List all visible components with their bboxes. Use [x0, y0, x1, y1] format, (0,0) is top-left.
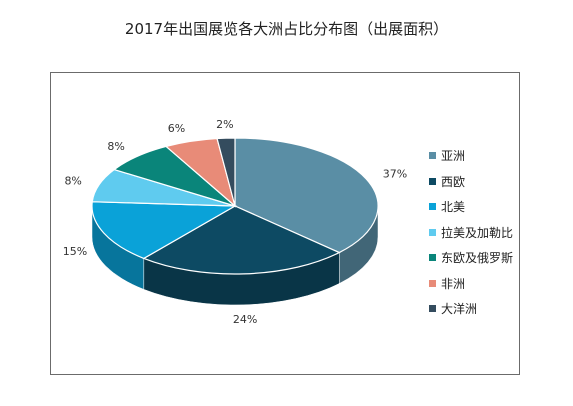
legend-label: 大洋洲: [441, 302, 478, 317]
legend-item-east-europe-russia: 东欧及俄罗斯: [429, 245, 513, 271]
data-label-north-america: 15%: [63, 245, 87, 258]
legend-swatch: [429, 254, 436, 262]
legend-swatch: [429, 152, 436, 160]
legend-item-north-america: 北美: [429, 194, 513, 220]
legend: 亚洲 西欧 北美 拉美及加勒比 东欧及俄罗斯 非洲 大洋洲: [429, 143, 513, 322]
slice-oceania: [216, 137, 236, 207]
data-label-west-europe: 24%: [233, 313, 257, 326]
legend-swatch: [429, 279, 436, 287]
data-label-oceania: 2%: [216, 118, 233, 131]
legend-item-oceania: 大洋洲: [429, 296, 513, 322]
data-label-africa: 6%: [168, 122, 185, 135]
legend-label: 北美: [441, 200, 466, 215]
data-label-latin-america: 8%: [64, 175, 81, 188]
chart-frame: [50, 72, 520, 375]
chart-title: 2017年出国展览各大洲占比分布图（出展面积）: [124, 20, 449, 38]
data-label-east-europe-russia: 8%: [107, 140, 124, 153]
legend-swatch: [429, 203, 436, 211]
legend-label: 东欧及俄罗斯: [441, 251, 514, 266]
data-label-asia: 37%: [383, 167, 407, 180]
legend-item-asia: 亚洲: [429, 143, 513, 169]
slice-west-europe: [142, 205, 341, 275]
legend-label: 亚洲: [441, 149, 466, 164]
legend-label: 拉美及加勒比: [441, 225, 514, 240]
legend-label: 非洲: [441, 276, 466, 291]
slice-north-america: [91, 201, 238, 260]
legend-item-africa: 非洲: [429, 271, 513, 297]
legend-swatch: [429, 228, 436, 236]
slice-asia: [234, 137, 379, 254]
legend-swatch: [429, 177, 436, 185]
legend-item-latin-america: 拉美及加勒比: [429, 220, 513, 246]
legend-swatch: [429, 305, 436, 313]
legend-label: 西欧: [441, 174, 466, 189]
legend-item-west-europe: 西欧: [429, 169, 513, 195]
